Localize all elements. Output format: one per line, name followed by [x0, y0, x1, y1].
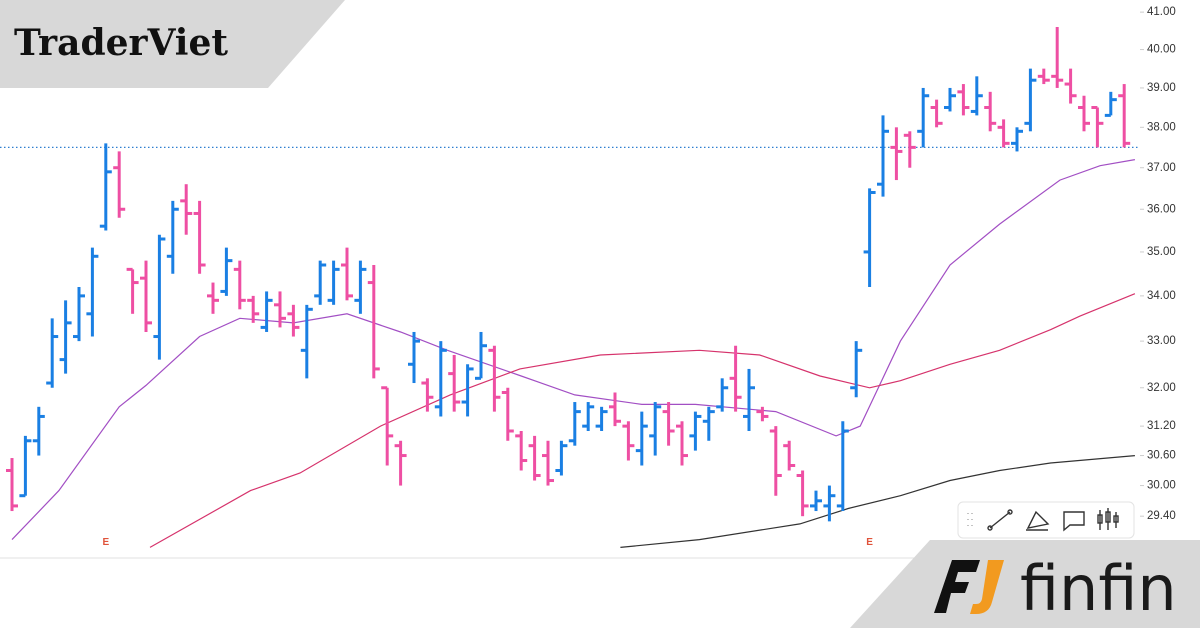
y-tick-label: 30.60	[1147, 450, 1176, 462]
y-tick-label: 29.40	[1147, 510, 1176, 522]
comment-icon[interactable]	[1063, 511, 1085, 532]
event-marker: E	[866, 537, 873, 548]
y-tick-label: 41.00	[1147, 6, 1176, 18]
y-tick-label: 34.00	[1147, 290, 1176, 302]
logo-text: finfin	[1020, 552, 1177, 625]
event-marker: E	[102, 537, 109, 548]
logo-banner: finfin	[850, 540, 1200, 628]
y-tick-label: 37.00	[1147, 162, 1176, 174]
y-tick-label: 30.00	[1147, 480, 1176, 492]
y-tick-label: 32.00	[1147, 382, 1176, 394]
toolbar	[957, 501, 1135, 539]
y-tick-label: 39.00	[1147, 82, 1176, 94]
brush-icon[interactable]	[1026, 510, 1050, 531]
y-tick-label: 38.00	[1147, 121, 1176, 133]
brand-banner: TraderViet	[0, 0, 345, 88]
moving-average	[620, 455, 1135, 548]
y-tick-label: 33.00	[1147, 335, 1176, 347]
brand-title: TraderViet	[14, 22, 228, 64]
y-tick-label: 36.00	[1147, 203, 1176, 215]
plot-area	[0, 27, 1140, 548]
moving-average	[149, 293, 1136, 548]
y-tick-label: 35.00	[1147, 246, 1176, 258]
y-tick-label: 31.20	[1147, 420, 1176, 432]
moving-average	[11, 159, 1136, 541]
y-tick-label: 40.00	[1147, 44, 1176, 56]
